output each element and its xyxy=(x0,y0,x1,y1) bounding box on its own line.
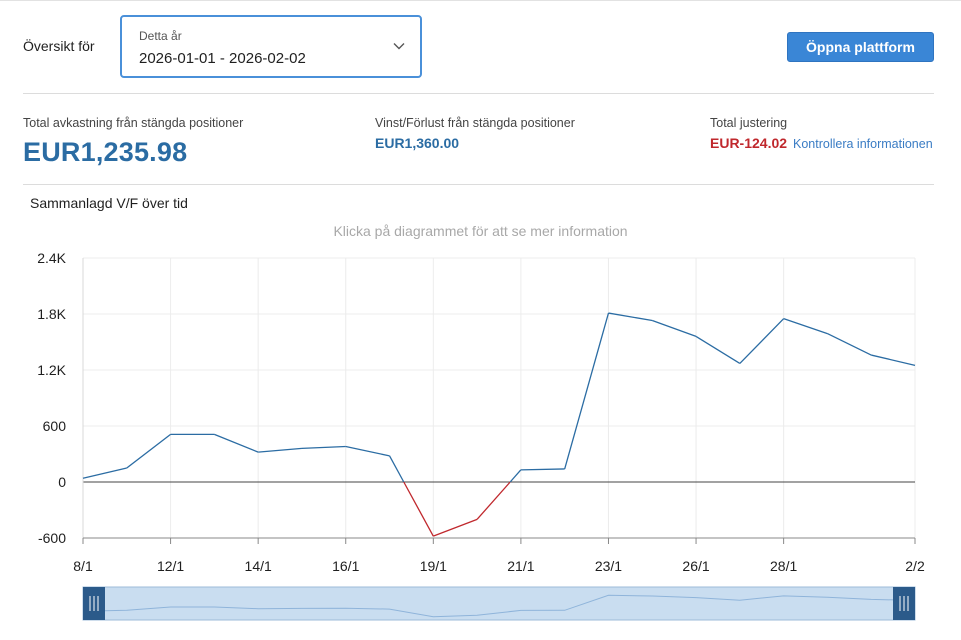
series-segment[interactable] xyxy=(608,312,653,322)
pl-chart[interactable]: -600 0 600 1.2K 1.8K 2.4K 8/1 12/1 14/1 16/1 19/1 2… xyxy=(0,240,961,640)
total-adjustment-label: Total justering xyxy=(710,116,788,130)
divider xyxy=(23,93,934,94)
x-tick-label: 12/1 xyxy=(157,558,184,574)
check-info-link[interactable]: Kontrollera informationen xyxy=(793,137,933,151)
y-tick-label: 0 xyxy=(58,474,66,490)
series-segment[interactable] xyxy=(476,481,511,520)
total-return-value: EUR1,235.98 xyxy=(23,137,188,167)
x-tick-label: 23/1 xyxy=(595,558,622,574)
series-segment[interactable] xyxy=(652,319,697,338)
chart-grid xyxy=(82,257,916,539)
period-select[interactable]: Detta år 2026-01-01 - 2026-02-02 xyxy=(120,15,422,78)
series-segment[interactable] xyxy=(403,481,434,537)
open-platform-button[interactable]: Öppna plattform xyxy=(787,32,934,62)
period-select-label: Detta år xyxy=(139,29,182,43)
chart-axes xyxy=(82,258,916,544)
series-segment[interactable] xyxy=(214,433,259,453)
profit-loss-value: EUR1,360.00 xyxy=(375,135,460,151)
y-tick-label: 600 xyxy=(43,418,67,434)
divider xyxy=(23,184,934,185)
overview-label: Översikt för xyxy=(23,38,95,54)
series-segment[interactable] xyxy=(520,468,565,471)
navigator-range[interactable] xyxy=(82,586,916,621)
y-tick-label: 1.8K xyxy=(37,306,66,322)
series-segment[interactable] xyxy=(509,469,522,483)
series-segment[interactable] xyxy=(871,354,916,366)
y-tick-label: 1.2K xyxy=(37,362,66,378)
profit-loss-label: Vinst/Förlust från stängda positioner xyxy=(375,116,575,130)
x-tick-label: 28/1 xyxy=(770,558,797,574)
x-tick-label: 8/1 xyxy=(73,558,93,574)
y-tick-label: -600 xyxy=(38,530,66,546)
x-tick-label: 21/1 xyxy=(507,558,534,574)
series-segment[interactable] xyxy=(301,445,346,450)
range-navigator[interactable] xyxy=(82,586,916,621)
series-segment[interactable] xyxy=(82,467,127,479)
chart-title: Sammanlagd V/F över tid xyxy=(30,195,188,211)
series-segment[interactable] xyxy=(739,318,785,364)
series-segment[interactable] xyxy=(564,312,610,470)
chevron-down-icon xyxy=(393,43,405,50)
total-adjustment-value: EUR-124.02 xyxy=(710,135,788,151)
chart-series[interactable] xyxy=(82,312,916,537)
series-segment[interactable] xyxy=(433,518,478,537)
series-segment[interactable] xyxy=(126,433,171,469)
navigator-series xyxy=(82,594,916,618)
x-tick-label: 26/1 xyxy=(682,558,709,574)
series-segment[interactable] xyxy=(345,445,390,457)
series-segment[interactable] xyxy=(783,318,828,335)
series-segment[interactable] xyxy=(827,333,872,356)
top-border xyxy=(0,0,961,1)
x-tick-label: 16/1 xyxy=(332,558,359,574)
series-segment[interactable] xyxy=(695,335,741,365)
x-tick-label: 2/2 xyxy=(905,558,925,574)
series-segment[interactable] xyxy=(258,447,303,453)
chart-tick-labels: -600 0 600 1.2K 1.8K 2.4K 8/1 12/1 14/1 16/1 19/1 2… xyxy=(37,250,925,574)
x-tick-label: 14/1 xyxy=(245,558,272,574)
chart-hint: Klicka på diagrammet för att se mer info… xyxy=(333,223,628,239)
y-tick-label: 2.4K xyxy=(37,250,66,266)
period-select-value: 2026-01-01 - 2026-02-02 xyxy=(139,50,306,67)
x-tick-label: 19/1 xyxy=(420,558,447,574)
total-return-label: Total avkastning från stängda positioner xyxy=(23,116,244,130)
series-segment[interactable] xyxy=(388,455,405,483)
